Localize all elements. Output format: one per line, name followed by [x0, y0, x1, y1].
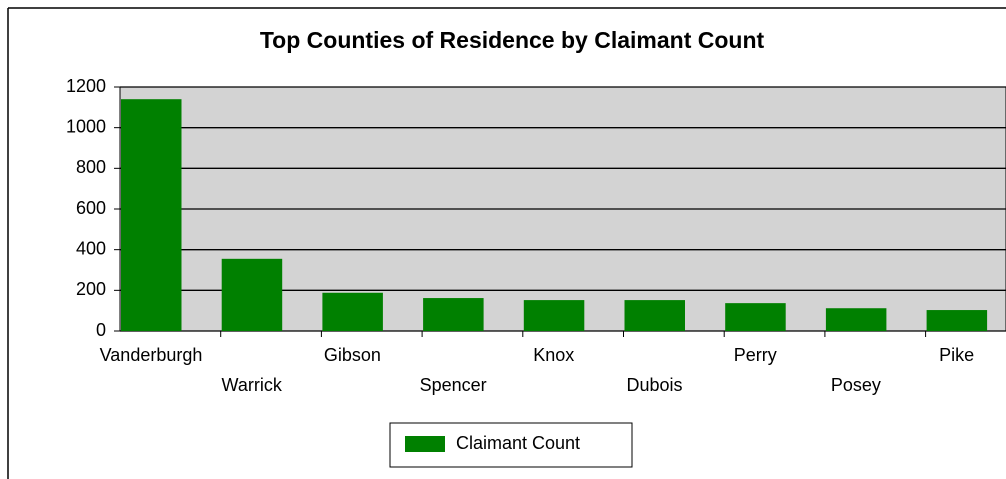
x-tick-label: Perry	[734, 345, 777, 365]
y-tick-label: 1200	[66, 76, 106, 96]
y-tick-label: 0	[96, 320, 106, 340]
x-tick-label: Dubois	[626, 375, 682, 395]
x-tick-label: Pike	[939, 345, 974, 365]
y-tick-label: 600	[76, 198, 106, 218]
x-tick-label: Posey	[831, 375, 881, 395]
bar	[423, 298, 484, 331]
x-tick-label: Spencer	[420, 375, 487, 395]
bar	[725, 303, 786, 331]
legend-swatch	[405, 436, 445, 452]
x-tick-label: Gibson	[324, 345, 381, 365]
bar	[624, 300, 685, 331]
x-tick-label: Vanderburgh	[100, 345, 203, 365]
x-tick-label: Knox	[533, 345, 574, 365]
bar	[221, 258, 283, 331]
bar	[523, 300, 585, 331]
y-tick-label: 400	[76, 238, 106, 258]
bar	[825, 308, 887, 331]
x-tick-label: Warrick	[222, 375, 283, 395]
y-tick-label: 1000	[66, 116, 106, 136]
bar	[926, 310, 988, 331]
bar	[322, 292, 383, 331]
chart-title: Top Counties of Residence by Claimant Co…	[260, 27, 765, 53]
y-tick-label: 200	[76, 279, 106, 299]
y-tick-label: 800	[76, 157, 106, 177]
bar	[121, 99, 182, 331]
legend-label: Claimant Count	[456, 433, 580, 453]
